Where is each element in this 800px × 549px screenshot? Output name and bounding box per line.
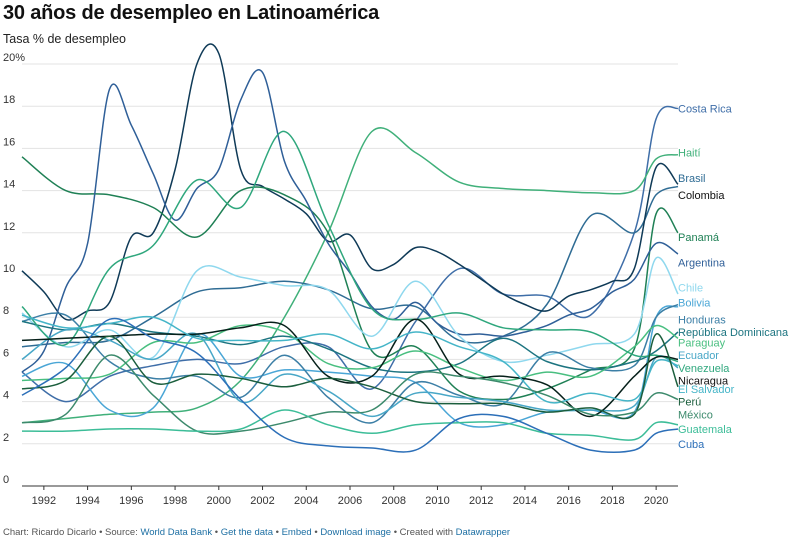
footer-credit: Chart: Ricardo Dicarlo • Source: <box>3 527 141 538</box>
x-tick-label: 2012 <box>469 495 493 507</box>
series-label-nicaragua: Nicaragua <box>678 376 729 388</box>
y-tick-label: 0 <box>3 474 9 486</box>
series-label-costa-rica: Costa Rica <box>678 103 733 115</box>
y-tick-label: 2 <box>3 432 9 444</box>
series-label-el-salvador: El Salvador <box>678 384 735 396</box>
series-label-brasil: Brasil <box>678 173 706 185</box>
series-label-cuba: Cuba <box>678 439 705 451</box>
x-tick-label: 2008 <box>381 495 405 507</box>
series-line-guatemala <box>21 409 679 441</box>
series-line-argentina <box>21 69 679 373</box>
y-tick-label: 18 <box>3 94 15 106</box>
footer-separator: • <box>212 527 221 538</box>
series-line-el-salvador <box>21 314 679 404</box>
y-tick-label: 20% <box>3 52 25 64</box>
get-data-link[interactable]: Get the data <box>220 527 273 538</box>
series-label-colombia: Colombia <box>678 190 725 202</box>
datawrapper-link[interactable]: Datawrapper <box>455 527 511 538</box>
series-line-cuba <box>21 317 679 453</box>
series-label-honduras: Honduras <box>678 314 726 326</box>
series-line-venezuela <box>21 130 679 363</box>
x-tick-label: 1994 <box>75 495 99 507</box>
chart-title: 30 años de desempleo en Latinoamérica <box>3 2 380 24</box>
series-line-nicaragua <box>21 318 679 418</box>
x-tick-label: 2014 <box>513 495 537 507</box>
y-tick-label: 8 <box>3 305 9 317</box>
source-link[interactable]: World Data Bank <box>140 527 213 538</box>
x-tick-label: 2004 <box>294 495 318 507</box>
series-label-paraguay: Paraguay <box>678 338 726 350</box>
x-tick-label: 1992 <box>32 495 56 507</box>
x-tick-label: 1998 <box>163 495 187 507</box>
series-label-guatemala: Guatemala <box>678 424 733 436</box>
x-tick-label: 2002 <box>250 495 274 507</box>
series-label-peru: Perú <box>678 397 701 409</box>
footer-separator: • <box>272 527 282 538</box>
series-line-paraguay <box>21 324 679 382</box>
series-label-bolivia: Bolivia <box>678 297 711 309</box>
series-label-mexico: México <box>678 409 713 421</box>
x-tick-label: 1996 <box>119 495 143 507</box>
series-line-mexico <box>21 354 679 435</box>
series-label-chile: Chile <box>678 283 703 295</box>
series-label-haiti: Haití <box>678 148 701 160</box>
series-line-colombia <box>21 43 679 321</box>
x-tick-label: 2018 <box>600 495 624 507</box>
series-label-venezuela: Venezuela <box>678 363 730 375</box>
series-line-honduras <box>21 303 679 424</box>
series-label-republica-dominicana: República Dominicana <box>678 327 789 339</box>
download-image-link[interactable]: Download image <box>320 527 392 538</box>
y-tick-label: 14 <box>3 179 15 191</box>
x-tick-label: 2006 <box>338 495 362 507</box>
series-label-panama: Panamá <box>678 232 720 244</box>
footer-created-with: • Created with <box>391 527 456 538</box>
series-line-costa-rica <box>21 105 679 403</box>
footer-separator: • <box>311 527 321 538</box>
series-line-peru <box>21 333 679 420</box>
y-tick-label: 6 <box>3 347 9 359</box>
x-tick-label: 2020 <box>644 495 668 507</box>
chart-footer: Chart: Ricardo Dicarlo • Source: World D… <box>3 527 510 538</box>
y-tick-label: 16 <box>3 136 15 148</box>
chart-subtitle: Tasa % de desempleo <box>3 32 126 46</box>
x-tick-label: 2000 <box>207 495 231 507</box>
series-label-argentina: Argentina <box>678 257 726 269</box>
x-tick-label: 2016 <box>556 495 580 507</box>
x-tick-label: 2010 <box>425 495 449 507</box>
y-tick-label: 12 <box>3 221 15 233</box>
y-tick-label: 4 <box>3 390 9 402</box>
series-line-brasil <box>21 185 679 348</box>
embed-link[interactable]: Embed <box>281 527 312 538</box>
y-tick-label: 10 <box>3 263 15 275</box>
series-label-ecuador: Ecuador <box>678 350 719 362</box>
